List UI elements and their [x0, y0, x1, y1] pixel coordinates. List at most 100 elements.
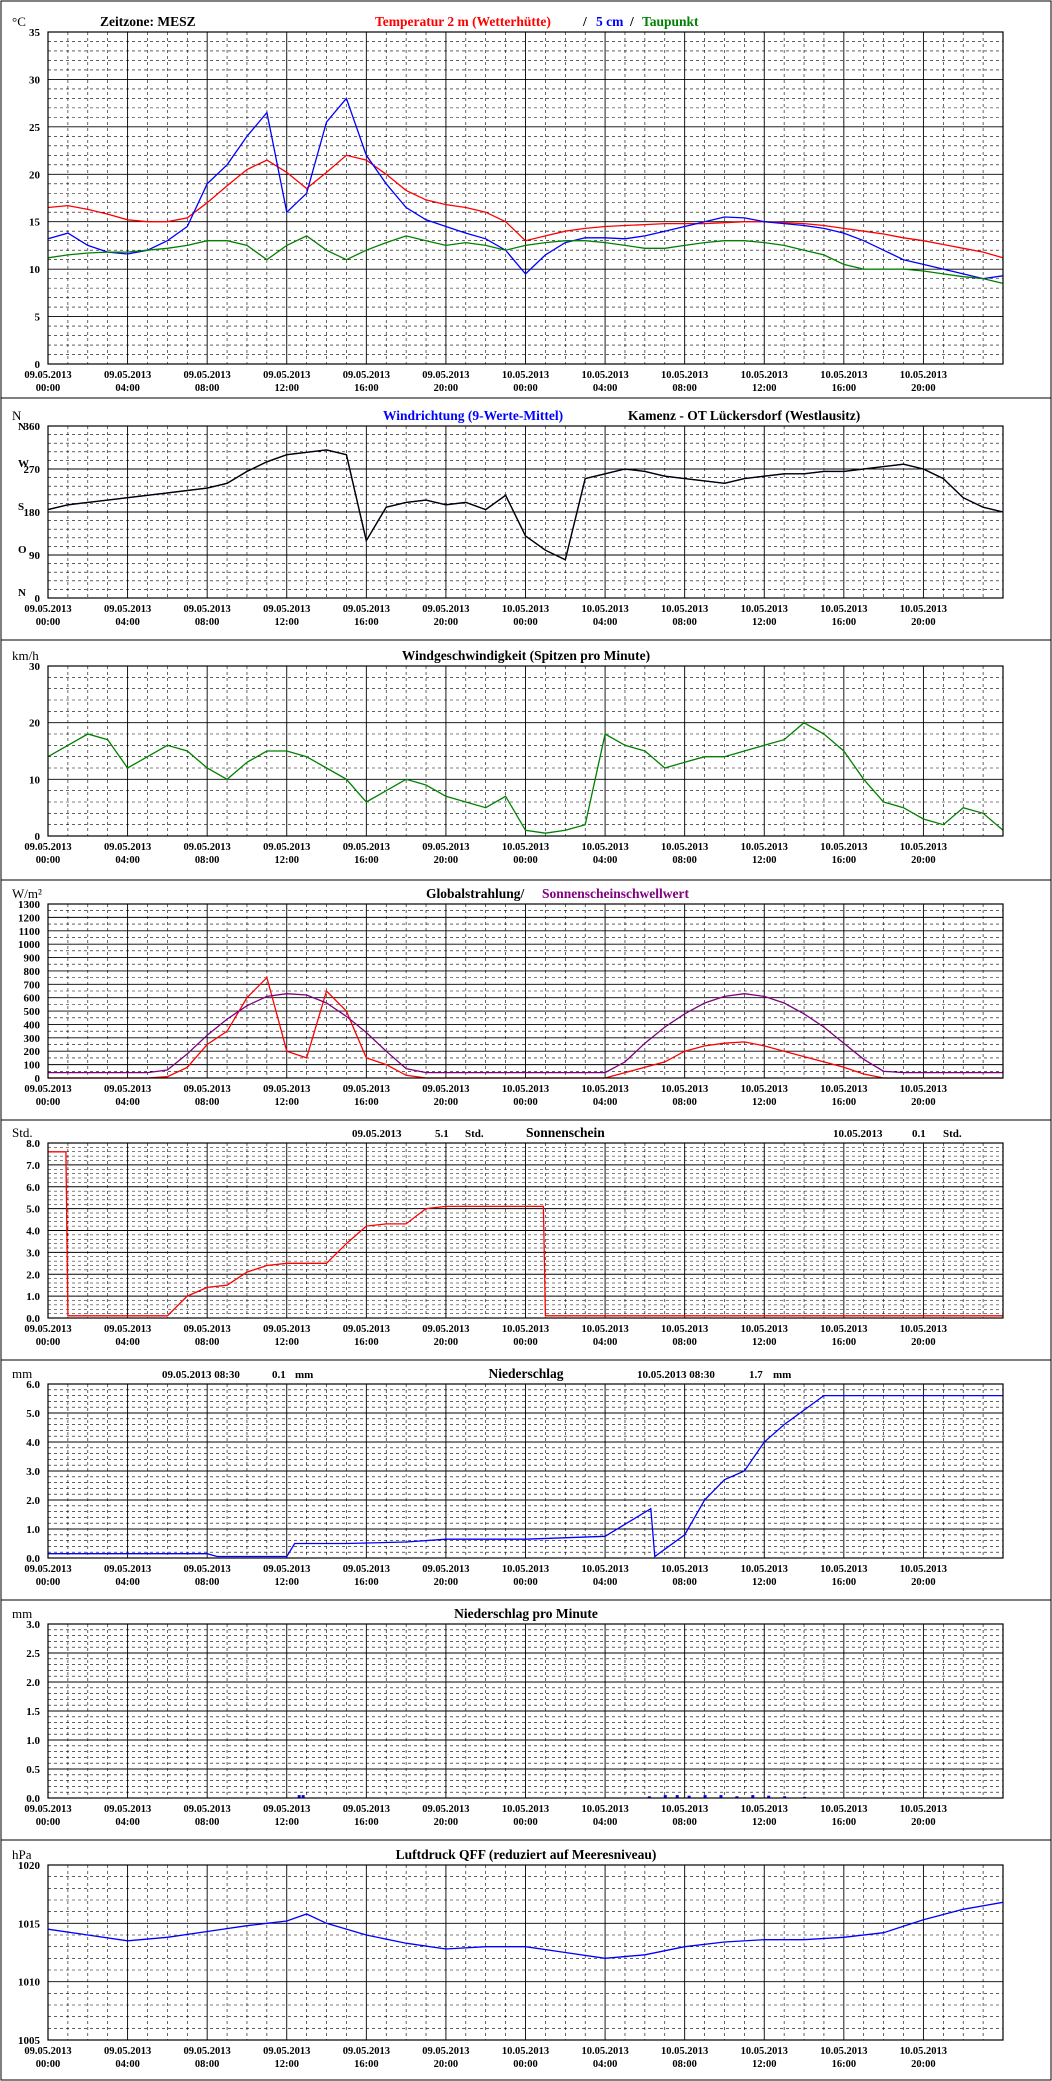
x-tick-date: 10.05.2013 [820, 1084, 867, 1095]
x-tick-time: 12:00 [275, 1097, 300, 1108]
series-line [47, 235, 1004, 285]
chart-title-part: 09.05.2013 [352, 1128, 402, 1140]
x-tick-time: 12:00 [752, 1097, 777, 1108]
y-tick-label: 100 [24, 1060, 41, 1072]
series-line [47, 1901, 1004, 1959]
x-tick-time: 04:00 [593, 2059, 618, 2070]
x-tick-time: 12:00 [275, 1337, 300, 1348]
unit-label: Std. [12, 1125, 33, 1140]
series-line [47, 154, 1004, 259]
x-tick-time: 04:00 [115, 1577, 140, 1588]
chart-title-part: 5.1 [435, 1128, 449, 1140]
x-tick-time: 00:00 [36, 1337, 61, 1348]
x-tick-date: 09.05.2013 [104, 1324, 151, 1335]
x-tick-date: 10.05.2013 [900, 2046, 947, 2057]
x-tick-date: 10.05.2013 [581, 1564, 628, 1575]
y-tick-label: 7.0 [26, 1160, 40, 1172]
chart-title-part: 1.7 [749, 1369, 763, 1381]
unit-label: mm [12, 1606, 32, 1621]
x-tick-time: 16:00 [354, 855, 379, 866]
axes-frame [47, 1383, 1004, 1559]
precip-bar [647, 1796, 651, 1798]
axes-frame [47, 1864, 1004, 2041]
y-tick-label: 1100 [19, 926, 41, 938]
y-tick-label: 1.5 [26, 1706, 40, 1718]
x-tick-time: 04:00 [593, 855, 618, 866]
x-tick-time: 12:00 [275, 1577, 300, 1588]
precip-bar [687, 1795, 691, 1798]
x-tick-date: 09.05.2013 [263, 2046, 310, 2057]
x-tick-time: 16:00 [354, 617, 379, 628]
x-tick-date: 09.05.2013 [24, 2046, 71, 2057]
chart-title-part: Kamenz - OT Lückersdorf (Westlausitz) [628, 408, 860, 423]
x-tick-time: 16:00 [832, 855, 857, 866]
x-tick-date: 10.05.2013 [502, 1324, 549, 1335]
chart-title-part: Niederschlag pro Minute [454, 1606, 598, 1621]
x-tick-date: 10.05.2013 [661, 1084, 708, 1095]
y-tick-label: 0 [35, 593, 41, 605]
x-tick-date: 10.05.2013 [581, 370, 628, 381]
x-tick-time: 00:00 [36, 1097, 61, 1108]
precip-bar [735, 1796, 739, 1798]
x-tick-date: 10.05.2013 [820, 1324, 867, 1335]
x-tick-time: 20:00 [911, 1577, 936, 1588]
axes-frame [47, 903, 1004, 1079]
x-tick-time: 04:00 [115, 1337, 140, 1348]
chart-title-part: / [582, 14, 587, 29]
x-tick-time: 20:00 [434, 1817, 459, 1828]
x-tick-time: 08:00 [672, 617, 697, 628]
x-tick-time: 08:00 [672, 1577, 697, 1588]
y-tick-label: 1000 [18, 939, 41, 951]
x-tick-date: 09.05.2013 [24, 842, 71, 853]
chart-title-part: Std. [465, 1128, 484, 1140]
x-tick-date: 10.05.2013 [581, 604, 628, 615]
y-tick-label: 4.0 [26, 1226, 40, 1238]
x-tick-date: 10.05.2013 [502, 370, 549, 381]
unit-label: W/m² [12, 886, 42, 901]
x-tick-date: 09.05.2013 [24, 1564, 71, 1575]
x-tick-date: 09.05.2013 [184, 604, 231, 615]
x-tick-time: 04:00 [115, 617, 140, 628]
x-tick-date: 09.05.2013 [184, 1564, 231, 1575]
series-line [47, 449, 1004, 561]
x-tick-time: 04:00 [593, 383, 618, 394]
precip-bar [301, 1795, 305, 1798]
y-tick-label: 5.0 [26, 1408, 40, 1420]
y-tick-label: 35 [29, 27, 41, 39]
y-tick-label: 1005 [18, 2035, 41, 2047]
x-tick-date: 09.05.2013 [343, 604, 390, 615]
x-tick-time: 12:00 [275, 2059, 300, 2070]
x-tick-time: 08:00 [672, 855, 697, 866]
x-tick-time: 04:00 [593, 1817, 618, 1828]
x-tick-time: 20:00 [911, 2059, 936, 2070]
chart-title-part: 10.05.2013 08:30 [637, 1369, 715, 1381]
x-tick-date: 10.05.2013 [502, 842, 549, 853]
chart-title-part: 5 cm [596, 14, 624, 29]
x-tick-time: 16:00 [354, 2059, 379, 2070]
chart-title-part: 0.1 [272, 1369, 286, 1381]
x-tick-time: 20:00 [434, 2059, 459, 2070]
x-tick-time: 04:00 [115, 383, 140, 394]
x-tick-time: 08:00 [195, 855, 220, 866]
x-tick-date: 09.05.2013 [343, 370, 390, 381]
y-tick-label: 270 [24, 464, 41, 476]
x-tick-time: 00:00 [36, 383, 61, 394]
x-tick-time: 12:00 [752, 1577, 777, 1588]
y-tick-label: 20 [29, 718, 41, 730]
x-tick-date: 10.05.2013 [661, 1324, 708, 1335]
x-tick-time: 08:00 [672, 2059, 697, 2070]
x-tick-date: 09.05.2013 [422, 1804, 469, 1815]
x-tick-time: 04:00 [593, 617, 618, 628]
axes-frame [47, 425, 1004, 599]
x-tick-date: 09.05.2013 [343, 2046, 390, 2057]
x-tick-time: 04:00 [115, 855, 140, 866]
x-tick-date: 09.05.2013 [263, 842, 310, 853]
x-tick-time: 16:00 [354, 1337, 379, 1348]
x-tick-time: 00:00 [513, 1817, 538, 1828]
x-tick-time: 12:00 [275, 383, 300, 394]
y-tick-label: 5.0 [26, 1204, 40, 1216]
y-tick-label: 1.0 [26, 1735, 40, 1747]
x-tick-date: 09.05.2013 [263, 1084, 310, 1095]
